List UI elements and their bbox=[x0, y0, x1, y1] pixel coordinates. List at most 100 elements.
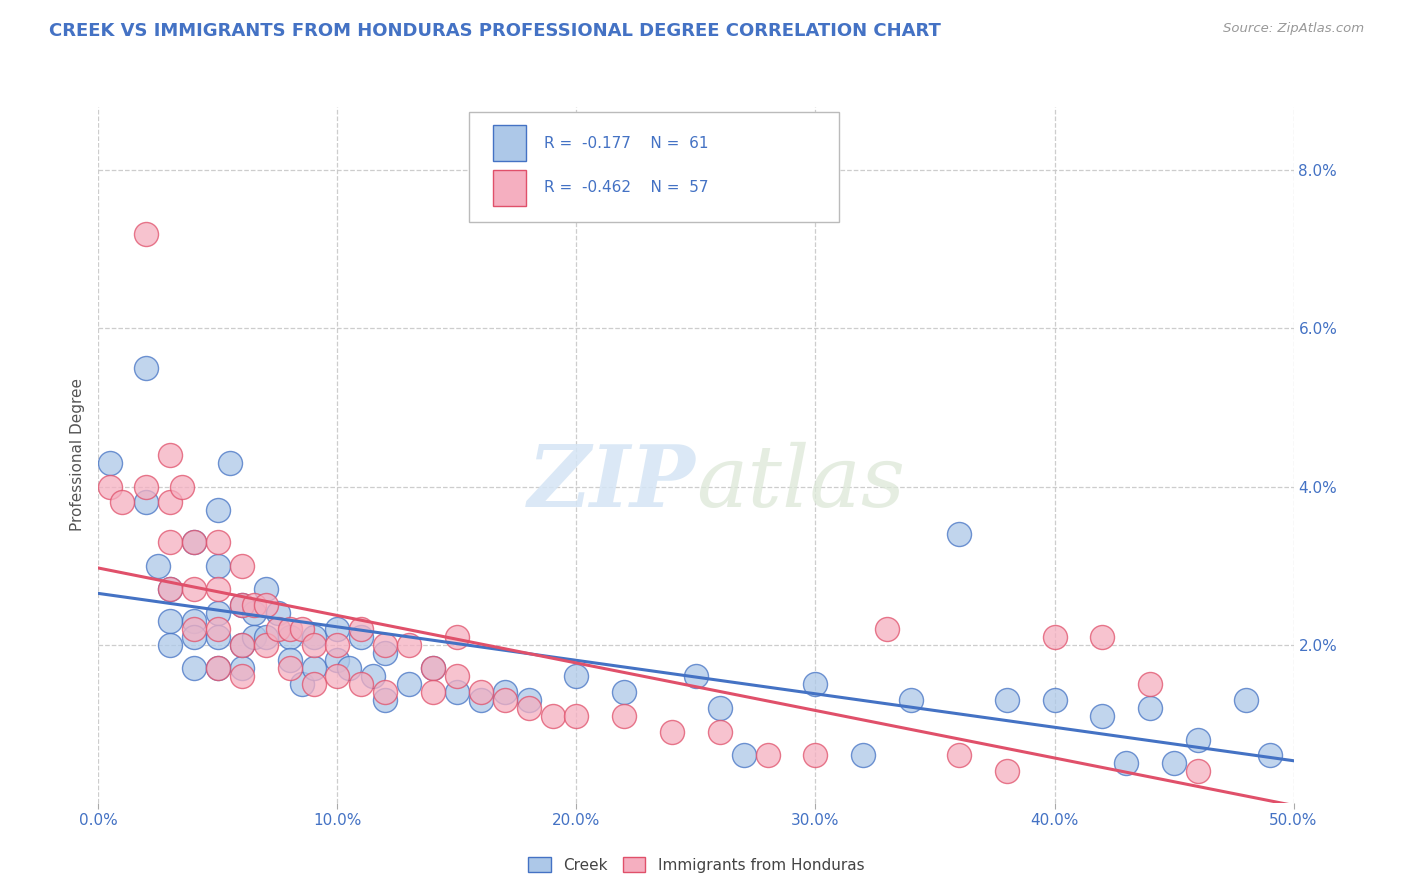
Point bbox=[254, 598, 277, 612]
Point bbox=[111, 495, 134, 509]
Text: ZIP: ZIP bbox=[529, 441, 696, 524]
Point bbox=[852, 748, 875, 763]
Point bbox=[565, 708, 588, 723]
Point bbox=[159, 582, 181, 597]
Point bbox=[995, 764, 1018, 779]
Point bbox=[291, 622, 314, 636]
Point bbox=[231, 661, 253, 675]
Point bbox=[231, 638, 253, 652]
Point bbox=[613, 685, 636, 699]
Point bbox=[207, 622, 229, 636]
Point bbox=[231, 598, 253, 612]
Bar bbox=[494, 125, 526, 161]
Point bbox=[685, 669, 707, 683]
Text: R =  -0.462    N =  57: R = -0.462 N = 57 bbox=[544, 180, 709, 195]
Point bbox=[517, 693, 540, 707]
Point bbox=[1091, 708, 1114, 723]
Point bbox=[1139, 677, 1161, 691]
FancyBboxPatch shape bbox=[470, 112, 839, 222]
Point bbox=[804, 677, 827, 691]
Point bbox=[159, 534, 181, 549]
Point bbox=[494, 685, 516, 699]
Legend: Creek, Immigrants from Honduras: Creek, Immigrants from Honduras bbox=[522, 850, 870, 879]
Point bbox=[470, 685, 492, 699]
Point bbox=[159, 614, 181, 628]
Point bbox=[254, 582, 277, 597]
Point bbox=[183, 622, 205, 636]
Point bbox=[1091, 630, 1114, 644]
Point bbox=[374, 638, 396, 652]
Point bbox=[254, 630, 277, 644]
Point bbox=[135, 479, 157, 493]
Point bbox=[661, 724, 683, 739]
Point bbox=[135, 360, 157, 375]
Point bbox=[876, 622, 898, 636]
Point bbox=[267, 606, 290, 620]
Point bbox=[243, 598, 266, 612]
Point bbox=[207, 558, 229, 573]
Point bbox=[302, 677, 325, 691]
Bar bbox=[494, 169, 526, 206]
Point bbox=[254, 638, 277, 652]
Point bbox=[374, 693, 396, 707]
Point bbox=[326, 622, 349, 636]
Point bbox=[995, 693, 1018, 707]
Point bbox=[339, 661, 360, 675]
Point bbox=[756, 748, 779, 763]
Point bbox=[1234, 693, 1257, 707]
Point bbox=[494, 693, 516, 707]
Text: CREEK VS IMMIGRANTS FROM HONDURAS PROFESSIONAL DEGREE CORRELATION CHART: CREEK VS IMMIGRANTS FROM HONDURAS PROFES… bbox=[49, 22, 941, 40]
Point bbox=[1043, 693, 1066, 707]
Point bbox=[446, 669, 468, 683]
Point bbox=[446, 685, 468, 699]
Point bbox=[278, 630, 301, 644]
Point bbox=[183, 534, 205, 549]
Point bbox=[326, 653, 349, 667]
Point bbox=[207, 661, 229, 675]
Y-axis label: Professional Degree: Professional Degree bbox=[70, 378, 86, 532]
Point bbox=[278, 661, 301, 675]
Point bbox=[1258, 748, 1281, 763]
Point bbox=[183, 614, 205, 628]
Point bbox=[900, 693, 922, 707]
Point bbox=[363, 669, 385, 683]
Point bbox=[1187, 732, 1209, 747]
Point bbox=[1187, 764, 1209, 779]
Point bbox=[267, 622, 290, 636]
Point bbox=[291, 677, 314, 691]
Point bbox=[231, 598, 253, 612]
Text: Source: ZipAtlas.com: Source: ZipAtlas.com bbox=[1223, 22, 1364, 36]
Point bbox=[948, 748, 970, 763]
Point bbox=[470, 693, 492, 707]
Point bbox=[398, 638, 420, 652]
Point bbox=[1043, 630, 1066, 644]
Point bbox=[1115, 756, 1137, 771]
Text: R =  -0.177    N =  61: R = -0.177 N = 61 bbox=[544, 136, 709, 151]
Point bbox=[1139, 701, 1161, 715]
Point bbox=[326, 638, 349, 652]
Point bbox=[422, 661, 444, 675]
Point bbox=[231, 558, 253, 573]
Point bbox=[350, 622, 373, 636]
Point bbox=[98, 456, 122, 470]
Point bbox=[183, 582, 205, 597]
Point bbox=[733, 748, 755, 763]
Point bbox=[302, 638, 325, 652]
Point bbox=[350, 677, 373, 691]
Point bbox=[565, 669, 588, 683]
Point bbox=[422, 685, 444, 699]
Point bbox=[278, 653, 301, 667]
Point bbox=[613, 708, 636, 723]
Point bbox=[243, 630, 266, 644]
Point bbox=[135, 227, 157, 241]
Point bbox=[446, 630, 468, 644]
Point bbox=[183, 534, 205, 549]
Point bbox=[183, 630, 205, 644]
Point bbox=[243, 606, 266, 620]
Point bbox=[517, 701, 540, 715]
Point bbox=[231, 638, 253, 652]
Point bbox=[207, 606, 229, 620]
Text: atlas: atlas bbox=[696, 442, 905, 524]
Point bbox=[207, 582, 229, 597]
Point bbox=[159, 448, 181, 462]
